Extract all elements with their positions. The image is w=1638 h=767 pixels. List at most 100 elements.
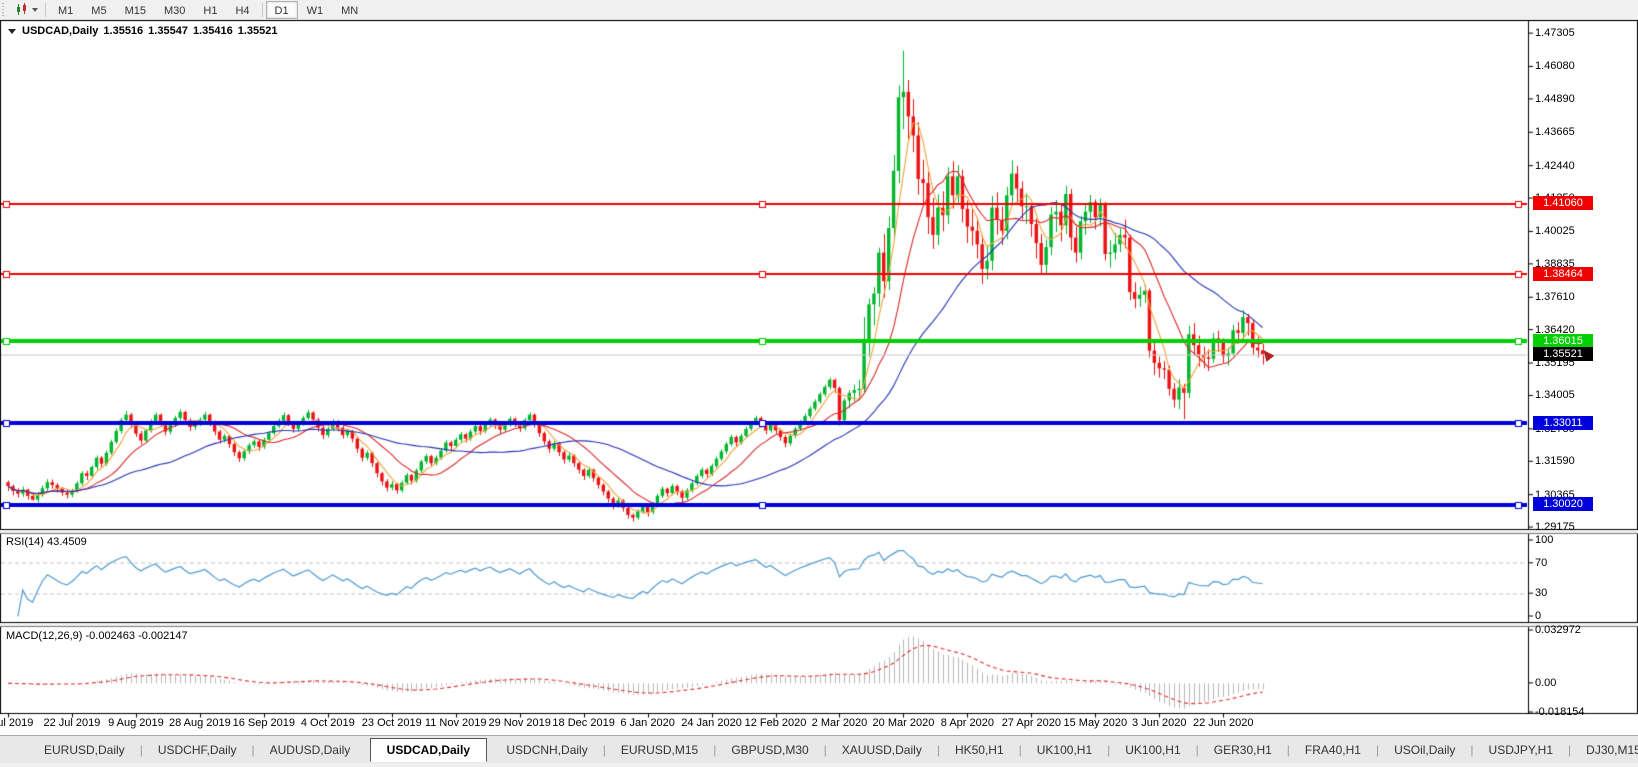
tab-separator: |: [602, 742, 606, 757]
chart-title: USDCAD,Daily 1.35516 1.35547 1.35416 1.3…: [8, 25, 277, 37]
rsi-label: RSI(14) 43.4509: [6, 536, 87, 548]
date-tick-label: 9 Aug 2019: [108, 717, 164, 729]
tab-uk100-h1[interactable]: UK100,H1: [1125, 742, 1181, 757]
price-tick-label: 1.42440: [1535, 159, 1575, 172]
tab-separator: |: [1195, 742, 1199, 757]
tab-usdcad-daily[interactable]: USDCAD,Daily: [369, 737, 488, 762]
tab-dj30-m15[interactable]: DJ30,M15: [1586, 742, 1638, 757]
tab-separator: |: [139, 742, 143, 757]
date-tick-label: 24 Jan 2020: [681, 717, 742, 729]
timeframe-button-h4[interactable]: H4: [235, 4, 250, 17]
price-tick-label: 1.40025: [1535, 225, 1575, 238]
status-strip: [0, 763, 1638, 767]
tab-usdchf-daily[interactable]: USDCHF,Daily: [157, 742, 237, 757]
ohlc-low: 1.35416: [192, 25, 233, 37]
rsi-tick-label: 0: [1535, 610, 1542, 622]
tab-gbpusd-m30[interactable]: GBPUSD,M30: [731, 742, 809, 757]
price-tick-label: 1.31590: [1535, 455, 1575, 468]
tab-usdcnh-daily[interactable]: USDCNH,Daily: [506, 742, 588, 757]
chart-symbol: USDCAD,Daily: [22, 25, 99, 37]
timeframe-buttons: M1 M5 M15 M30 H1 H4 D1 W1 MN: [49, 0, 367, 19]
toolbar-grip[interactable]: [2, 2, 7, 17]
timeframe-button-m15[interactable]: M15: [124, 4, 146, 17]
tab-fra40-h1[interactable]: FRA40,H1: [1304, 742, 1361, 757]
main-chart-canvas[interactable]: [0, 20, 1638, 735]
timeframe-button-w1[interactable]: W1: [306, 4, 324, 17]
timeframe-button-mn[interactable]: MN: [341, 4, 359, 17]
tab-uk100-h1[interactable]: UK100,H1: [1036, 742, 1093, 757]
tab-separator: |: [1568, 742, 1572, 757]
timeframe-button-m30[interactable]: M30: [163, 4, 186, 17]
date-tick-label: 23 Oct 2019: [361, 717, 422, 729]
date-tick-label: 15 May 2020: [1063, 717, 1128, 729]
price-tick-label: 1.34005: [1535, 389, 1575, 402]
macd-tick-label: -0.018154: [1535, 706, 1585, 718]
price-tick-label: 1.44890: [1535, 92, 1575, 105]
ohlc-close: 1.35521: [237, 25, 278, 37]
macd-tick-label: 0.032972: [1535, 624, 1581, 636]
date-tick-label: 6 Jan 2020: [620, 717, 675, 729]
tab-separator: |: [1018, 742, 1022, 757]
chart-type-button[interactable]: [11, 1, 42, 19]
price-level-badge: 1.33011: [1533, 415, 1593, 430]
date-tick-label: 2 Mar 2020: [811, 717, 868, 729]
timeframe-button-m5[interactable]: M5: [91, 4, 107, 17]
date-tick-label: 11 Nov 2019: [424, 717, 487, 729]
price-level-badge: 1.41060: [1533, 196, 1593, 211]
price-tick-label: 1.38835: [1535, 257, 1575, 270]
price-level-badge: 1.38464: [1533, 266, 1593, 281]
tab-xauusd-daily[interactable]: XAUUSD,Daily: [841, 742, 922, 757]
date-tick-label: 22 Jul 2019: [43, 717, 101, 729]
macd-label: MACD(12,26,9) -0.002463 -0.002147: [6, 630, 188, 642]
timeframe-toolbar: M1 M5 M15 M30 H1 H4 D1 W1 MN: [0, 0, 1638, 20]
tab-separator: |: [936, 742, 940, 757]
date-tick-label: 12 Feb 2020: [744, 717, 807, 729]
tab-separator: |: [1375, 742, 1380, 757]
rsi-tick-label: 100: [1535, 534, 1554, 546]
tab-eurusd-m15[interactable]: EURUSD,M15: [620, 742, 699, 757]
chevron-down-icon: [32, 7, 38, 12]
tab-eurusd-daily[interactable]: EURUSD,Daily: [44, 742, 125, 757]
date-tick-label: 29 Nov 2019: [488, 717, 551, 729]
tab-audusd-daily[interactable]: AUDUSD,Daily: [269, 742, 351, 757]
date-tick-label: 8 Apr 2020: [940, 717, 994, 729]
price-tick-label: 1.47305: [1535, 27, 1575, 40]
tab-separator: |: [251, 742, 255, 757]
tab-separator: |: [713, 742, 717, 757]
date-tick-label: 18 Dec 2019: [552, 717, 615, 729]
timeframe-button-d1[interactable]: D1: [265, 0, 298, 19]
rsi-tick-label: 30: [1535, 587, 1548, 600]
toolbar-separator: [45, 2, 46, 17]
date-tick-label: 28 Aug 2019: [168, 717, 231, 729]
toolbar-separator: [261, 2, 263, 17]
date-tick-label: 16 Sep 2019: [232, 717, 296, 729]
price-tick-label: 1.37610: [1535, 291, 1575, 304]
candlestick-chart-icon: [17, 3, 26, 15]
ohlc-high: 1.35547: [148, 25, 188, 37]
rsi-tick-label: 70: [1535, 556, 1548, 569]
price-level-badge: 1.30020: [1533, 497, 1593, 512]
timeframe-button-h1[interactable]: H1: [203, 4, 218, 17]
tab-hk50-h1[interactable]: HK50,H1: [954, 742, 1004, 757]
tab-usdjpy-h1[interactable]: USDJPY,H1: [1488, 742, 1554, 757]
chart-tab-bar: EURUSD,Daily | USDCHF,Daily | AUDUSD,Daily U…: [0, 735, 1638, 763]
price-tick-label: 1.29175: [1535, 521, 1575, 534]
price-tick-label: 1.36420: [1535, 323, 1575, 336]
tab-separator: |: [823, 742, 827, 757]
date-tick-label: 3 Jun 2020: [1132, 717, 1187, 729]
tab-usoil-daily[interactable]: USOil,Daily: [1394, 742, 1456, 757]
date-tick-label: 3 Jul 2019: [0, 717, 34, 729]
collapse-triangle-icon[interactable]: [8, 28, 16, 34]
date-tick-label: 22 Jun 2020: [1192, 717, 1254, 729]
ohlc-open: 1.35516: [103, 25, 144, 37]
price-tick-label: 1.46080: [1535, 60, 1575, 73]
date-tick-label: 4 Oct 2019: [300, 717, 355, 729]
bid-price-badge: 1.35521: [1533, 347, 1593, 362]
tab-separator: |: [1470, 742, 1474, 757]
tab-ger30-h1[interactable]: GER30,H1: [1213, 742, 1272, 757]
timeframe-button-m1[interactable]: M1: [58, 4, 74, 17]
price-level-badge: 1.36015: [1533, 333, 1593, 348]
macd-tick-label: 0.00: [1535, 676, 1557, 689]
price-tick-label: 1.43665: [1535, 126, 1575, 139]
